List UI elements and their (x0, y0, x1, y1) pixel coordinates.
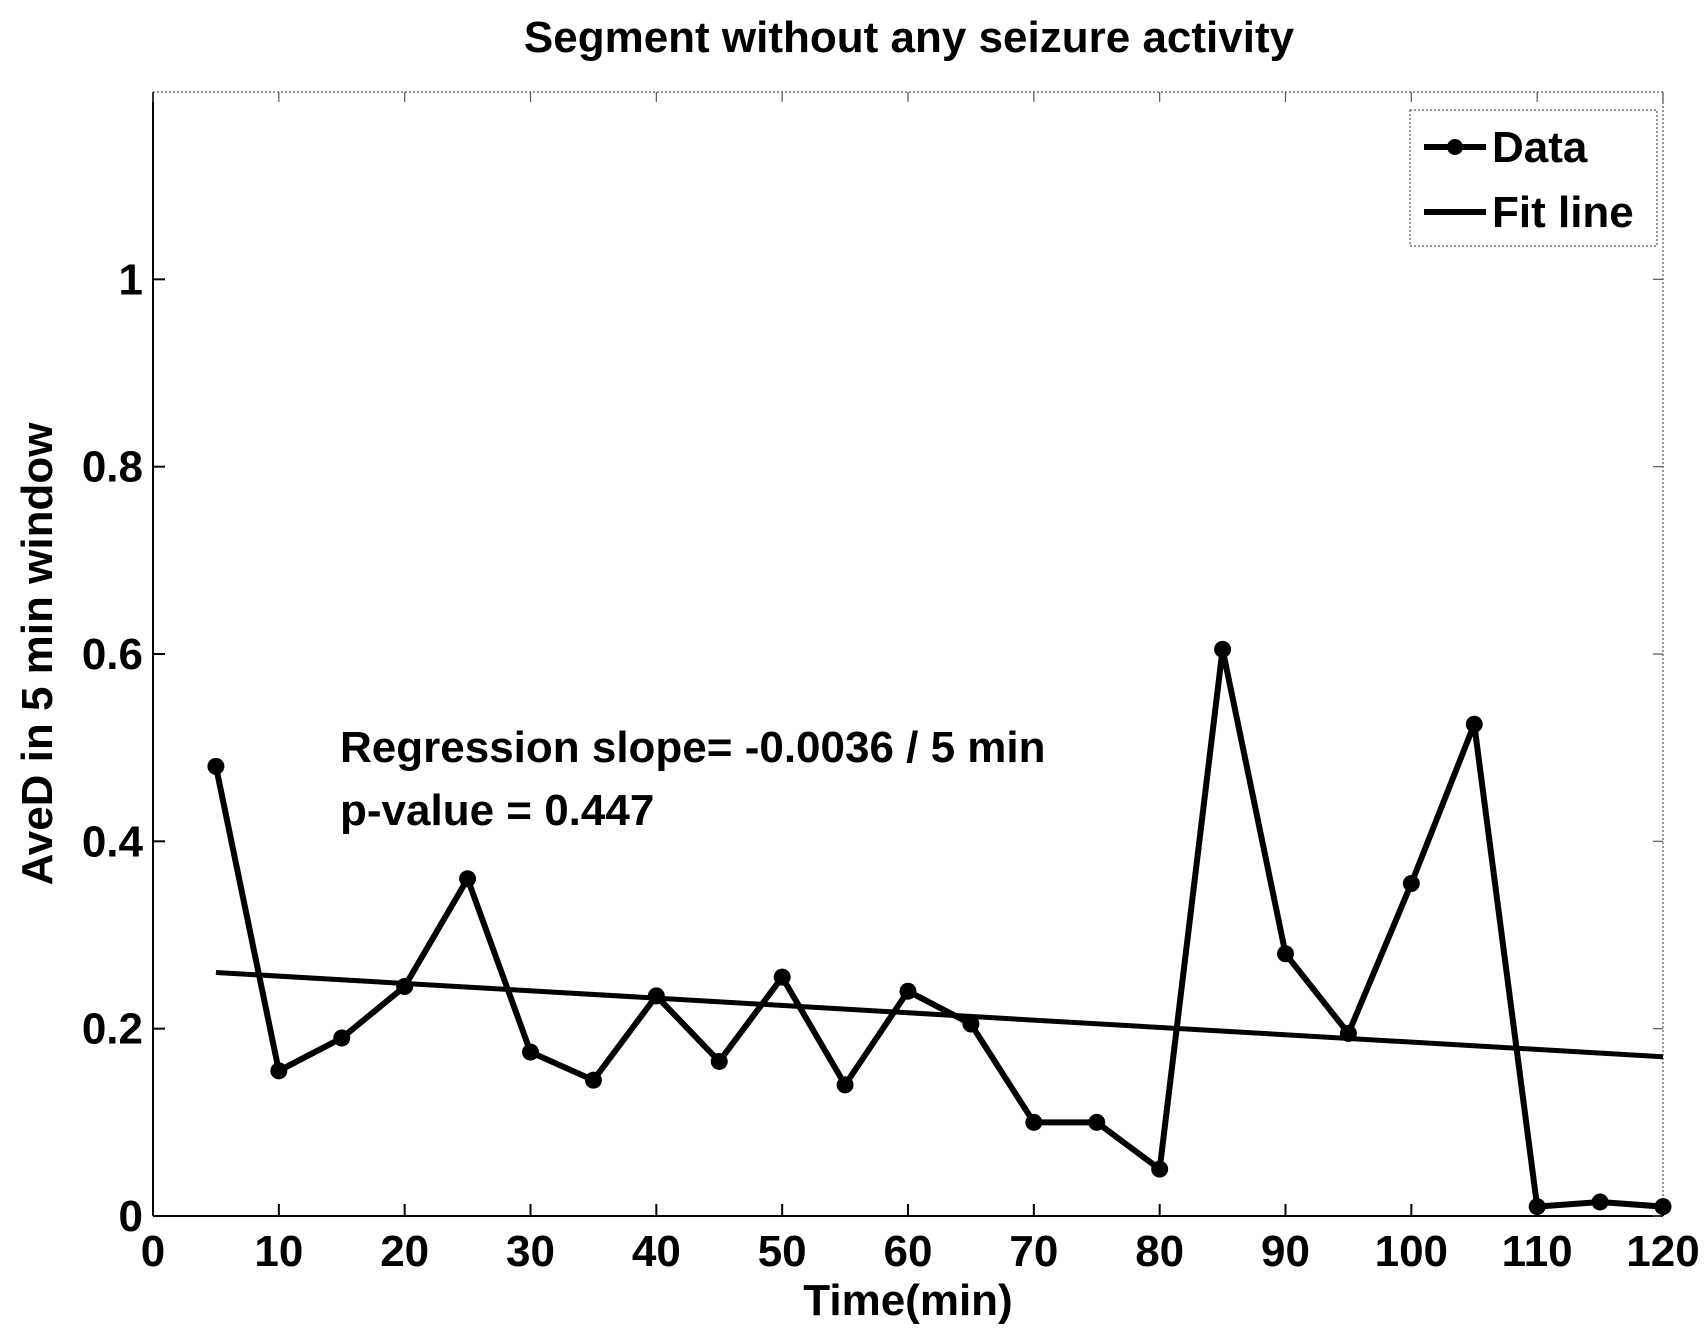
x-tick-label: 50 (758, 1227, 807, 1276)
x-tick-label: 120 (1626, 1227, 1699, 1276)
x-tick-label: 110 (1502, 1227, 1573, 1276)
legend-label-data: Data (1492, 123, 1588, 172)
data-point (1403, 875, 1420, 892)
x-tick-label: 30 (506, 1227, 555, 1276)
x-tick-label: 40 (632, 1227, 681, 1276)
legend-label-fit-line: Fit line (1492, 188, 1634, 237)
x-tick-label: 10 (254, 1227, 303, 1276)
data-point (1025, 1114, 1042, 1131)
data-point (837, 1076, 854, 1093)
data-point (207, 758, 224, 775)
x-tick-label: 100 (1375, 1227, 1448, 1276)
data-point (1466, 716, 1483, 733)
data-point (1529, 1198, 1546, 1215)
data-point (1592, 1193, 1609, 1210)
data-point (459, 870, 476, 887)
legend: Data Fit line (1410, 110, 1657, 246)
chart-title: Segment without any seizure activity (524, 13, 1295, 62)
y-tick-label: 0 (119, 1192, 143, 1241)
data-point (1151, 1161, 1168, 1178)
data-point (1088, 1114, 1105, 1131)
data-point (1277, 945, 1294, 962)
data-point (774, 969, 791, 986)
y-tick-label: 0.4 (82, 817, 144, 866)
legend-data-marker (1447, 139, 1463, 155)
y-tick-label: 0.6 (82, 630, 143, 679)
data-point (1655, 1198, 1672, 1215)
x-tick-label: 80 (1135, 1227, 1184, 1276)
x-tick-label: 70 (1009, 1227, 1058, 1276)
data-point (900, 983, 917, 1000)
x-tick-label: 90 (1261, 1227, 1310, 1276)
data-point (711, 1053, 728, 1070)
y-tick-label: 0.2 (82, 1005, 143, 1054)
p-value-annotation: p-value = 0.447 (340, 786, 654, 835)
data-point (270, 1062, 287, 1079)
x-tick-label: 0 (141, 1227, 165, 1276)
y-tick-label: 0.8 (82, 443, 143, 492)
data-point (333, 1030, 350, 1047)
y-axis-label: AveD in 5 min window (13, 422, 62, 886)
data-point (962, 1015, 979, 1032)
x-axis-label: Time(min) (803, 1276, 1012, 1325)
y-tick-label: 1 (119, 255, 143, 304)
chart: Segment without any seizure activity 010… (0, 0, 1704, 1337)
data-point (585, 1072, 602, 1089)
data-point (1340, 1025, 1357, 1042)
regression-slope-annotation: Regression slope= -0.0036 / 5 min (340, 723, 1046, 772)
x-tick-label: 20 (380, 1227, 429, 1276)
data-point (1214, 641, 1231, 658)
data-point (396, 978, 413, 995)
x-tick-label: 60 (884, 1227, 933, 1276)
data-point (648, 987, 665, 1004)
data-point (522, 1044, 539, 1061)
